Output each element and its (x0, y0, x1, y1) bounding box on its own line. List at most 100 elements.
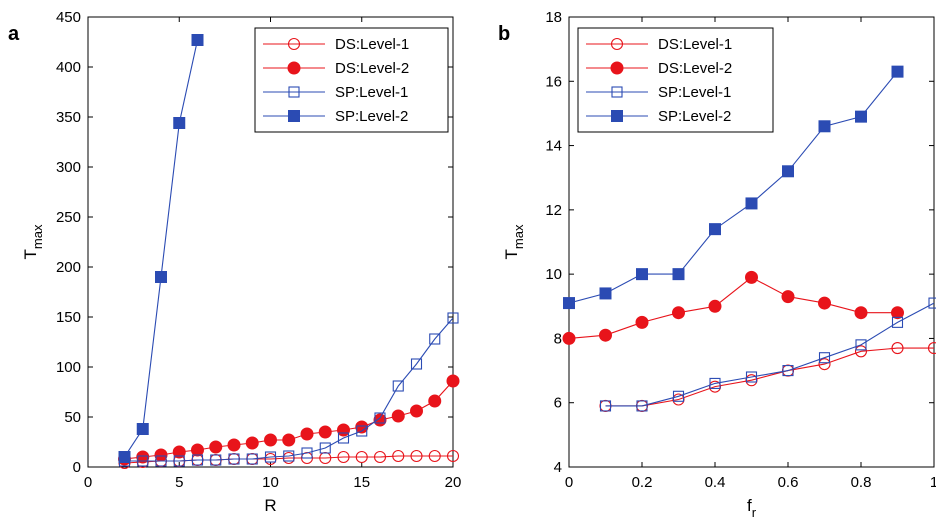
legend-label: DS:Level-2 (658, 60, 732, 77)
legend-label: SP:Level-1 (335, 84, 408, 101)
data-point (356, 425, 368, 437)
series-line (605, 347, 934, 407)
series-line (124, 39, 199, 458)
data-point (818, 120, 831, 133)
data-point (635, 315, 649, 329)
data-point (283, 450, 295, 462)
data-point (355, 450, 368, 464)
y-tick-label: 0 (73, 459, 81, 476)
x-tick-label: 0.6 (778, 474, 799, 491)
series-line (569, 71, 898, 304)
x-tick-label: 0.8 (851, 474, 872, 491)
data-point (264, 451, 277, 463)
data-point (228, 453, 240, 465)
x-tick-label: 0 (565, 474, 573, 491)
data-point (745, 197, 758, 210)
data-point (428, 449, 441, 463)
y-tick-label: 100 (56, 359, 81, 376)
data-point (599, 400, 612, 412)
data-point (374, 412, 386, 424)
data-point (818, 358, 831, 371)
legend: DS:Level-1 DS:Level-2 SP:Level-1 SP:Level-2 (577, 27, 774, 133)
data-point (672, 268, 685, 281)
data-point (155, 455, 167, 467)
data-point (337, 423, 350, 437)
data-point (282, 433, 296, 447)
y-axis-label-sub: max (511, 224, 526, 249)
data-point (928, 297, 936, 309)
x-tick-label: 0 (84, 474, 92, 491)
data-point (709, 223, 721, 236)
legend-label: DS:Level-1 (335, 36, 409, 53)
x-tick-label: 15 (353, 474, 370, 491)
data-point (854, 345, 868, 358)
legend-box (254, 27, 449, 133)
data-point (410, 404, 423, 418)
data-point (301, 447, 313, 459)
x-axis-label-sub: r (752, 505, 757, 520)
x-tick-label: 0.2 (632, 474, 653, 491)
legend-marker (611, 110, 623, 122)
data-point (446, 449, 460, 463)
y-axis-label-main: T (502, 249, 521, 259)
data-point (854, 306, 868, 320)
data-point (373, 450, 387, 464)
series-ds-level-1 (599, 342, 936, 412)
series-sp-level-1 (118, 312, 459, 467)
data-point (191, 443, 204, 457)
data-point (563, 297, 575, 310)
data-point (429, 333, 441, 345)
data-point (392, 380, 404, 392)
legend-box (577, 27, 774, 133)
data-point (410, 449, 423, 463)
plot-frame (568, 16, 935, 468)
data-point (927, 342, 936, 355)
x-tick-label: 1 (930, 474, 936, 491)
data-point (599, 328, 612, 342)
x-tick-label: 10 (262, 474, 279, 491)
legend-label: DS:Level-2 (335, 60, 409, 77)
series-sp-level-1 (599, 297, 936, 412)
legend-label: DS:Level-1 (658, 36, 732, 53)
data-point (781, 290, 795, 304)
y-axis-label-sub: max (30, 224, 45, 249)
chart-panel-b: b0 0.2 0.4 0.6 0.8 14681012141618frTmaxDS:Lev… (498, 9, 936, 520)
data-point (173, 117, 186, 129)
data-point (318, 425, 332, 439)
data-point (227, 438, 241, 452)
data-point (136, 423, 149, 435)
data-point (782, 365, 794, 377)
data-point (172, 445, 186, 459)
x-tick-label: 0.4 (705, 474, 726, 491)
y-tick-label: 300 (56, 159, 81, 176)
panel-label: a (8, 23, 20, 45)
y-tick-label: 200 (56, 259, 81, 276)
y-tick-label: 12 (545, 202, 562, 219)
data-point (636, 400, 648, 412)
data-point (709, 377, 721, 389)
data-point (782, 165, 794, 178)
data-point (562, 331, 576, 345)
y-tick-label: 4 (554, 459, 562, 476)
y-tick-label: 16 (545, 73, 562, 90)
data-point (209, 440, 223, 454)
data-point (137, 455, 149, 467)
chart-panel-a: a0 5 10 15 20050100150200250300350400450RTma… (8, 9, 461, 515)
legend-label: SP:Level-1 (658, 84, 731, 101)
data-point (891, 316, 904, 328)
data-point (891, 306, 904, 320)
data-point (855, 339, 867, 351)
data-point (672, 306, 685, 320)
legend-marker (287, 61, 301, 75)
series-line (124, 317, 453, 462)
data-point (891, 342, 904, 355)
data-point (337, 432, 350, 444)
data-point (319, 442, 331, 454)
series-sp-level-2 (563, 65, 904, 310)
legend-marker (288, 86, 300, 98)
x-tick-label: 5 (175, 474, 183, 491)
data-point (428, 394, 442, 408)
data-point (210, 454, 222, 466)
legend-marker (610, 61, 624, 75)
